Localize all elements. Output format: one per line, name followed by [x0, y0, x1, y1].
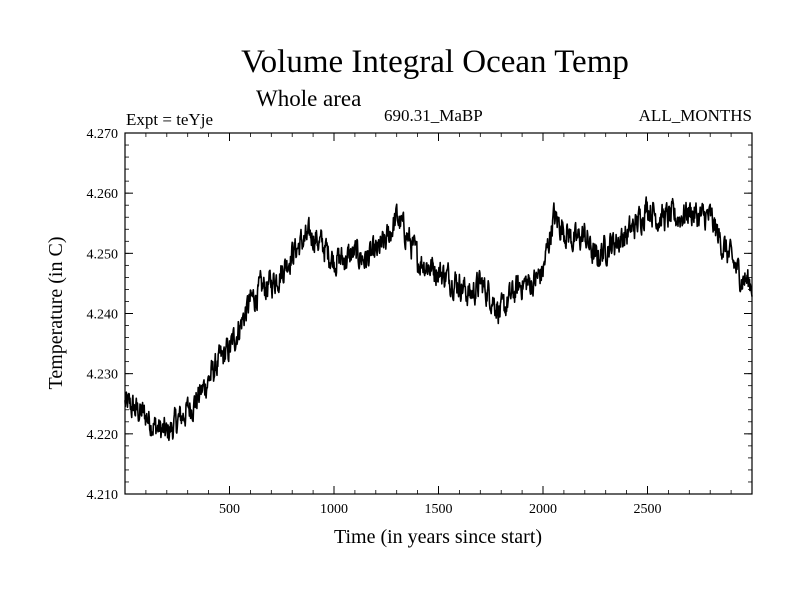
y-tick-label: 4.230 — [87, 368, 119, 383]
chart-title: Volume Integral Ocean Temp — [241, 44, 629, 80]
x-tick-label: 1000 — [320, 502, 348, 517]
y-tick-label: 4.210 — [87, 488, 119, 503]
axis-ticks — [125, 132, 752, 495]
x-tick-label: 500 — [219, 502, 240, 517]
x-tick-label: 2000 — [529, 502, 557, 517]
y-tick-label: 4.220 — [87, 428, 119, 443]
experiment-label: Expt = teYje — [126, 110, 214, 129]
y-tick-label: 4.250 — [87, 247, 119, 262]
x-axis-label: Time (in years since start) — [334, 526, 542, 548]
x-tick-label: 1500 — [425, 502, 453, 517]
plot-frame — [124, 132, 753, 495]
tick-labels: 4.210 4.220 4.230 4.240 4.250 4.260 4.270 500 10… — [87, 127, 662, 517]
y-axis-label: Temperature (in C) — [45, 237, 67, 390]
y-tick-label: 4.260 — [87, 187, 119, 202]
x-tick-label: 2500 — [634, 502, 662, 517]
temperature-series-line — [124, 196, 753, 442]
y-tick-label: 4.270 — [87, 127, 119, 142]
chart-subtitle: Whole area — [256, 86, 362, 111]
y-tick-label: 4.240 — [87, 308, 119, 323]
months-label: ALL_MONTHS — [638, 106, 752, 125]
period-label: 690.31_MaBP — [384, 106, 483, 125]
